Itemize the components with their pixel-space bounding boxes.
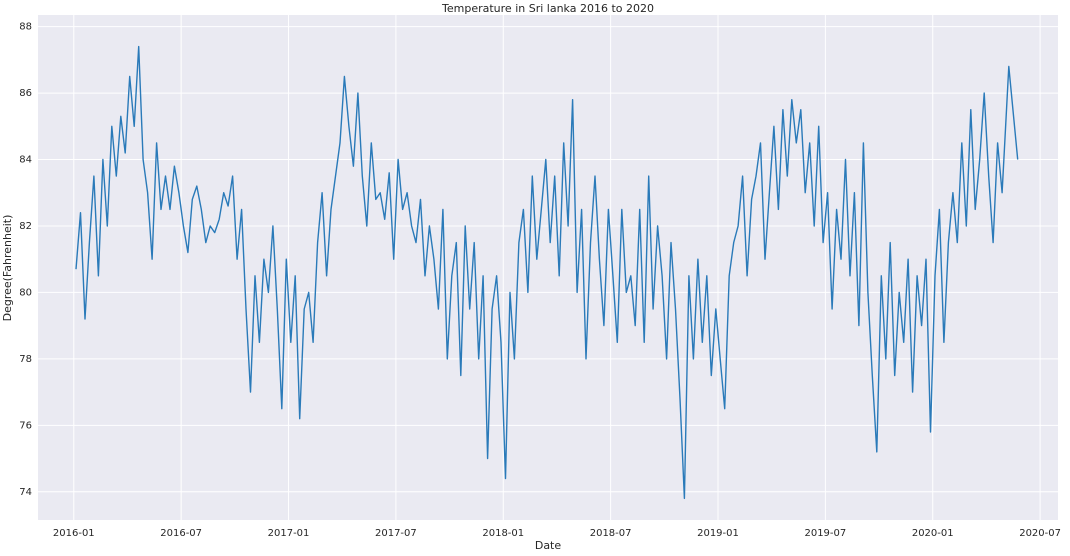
plot-area <box>38 15 1058 520</box>
x-tick-label: 2017-07 <box>375 528 417 539</box>
y-tick-label: 82 <box>19 221 32 232</box>
x-tick-label: 2019-07 <box>804 528 846 539</box>
x-tick-label: 2020-01 <box>912 528 954 539</box>
x-axis-label: Date <box>535 539 562 552</box>
x-tick-label: 2017-01 <box>268 528 310 539</box>
y-tick-label: 86 <box>19 88 32 99</box>
x-tick-label: 2016-01 <box>53 528 95 539</box>
y-axis-label: Degree(Fahrenheit) <box>1 215 14 322</box>
y-tick-label: 78 <box>19 354 32 365</box>
y-tick-label: 84 <box>19 155 32 166</box>
y-tick-label: 74 <box>19 487 32 498</box>
y-tick-label: 88 <box>19 22 32 33</box>
chart-title: Temperature in Sri lanka 2016 to 2020 <box>441 2 654 15</box>
x-tick-label: 2018-07 <box>590 528 632 539</box>
x-tick-label: 2018-01 <box>482 528 524 539</box>
x-tick-label: 2016-07 <box>160 528 202 539</box>
y-tick-label: 80 <box>19 287 32 298</box>
y-tick-label: 76 <box>19 420 32 431</box>
x-tick-label: 2019-01 <box>697 528 739 539</box>
line-series <box>75 45 1019 500</box>
x-tick-label: 2020-07 <box>1019 528 1061 539</box>
